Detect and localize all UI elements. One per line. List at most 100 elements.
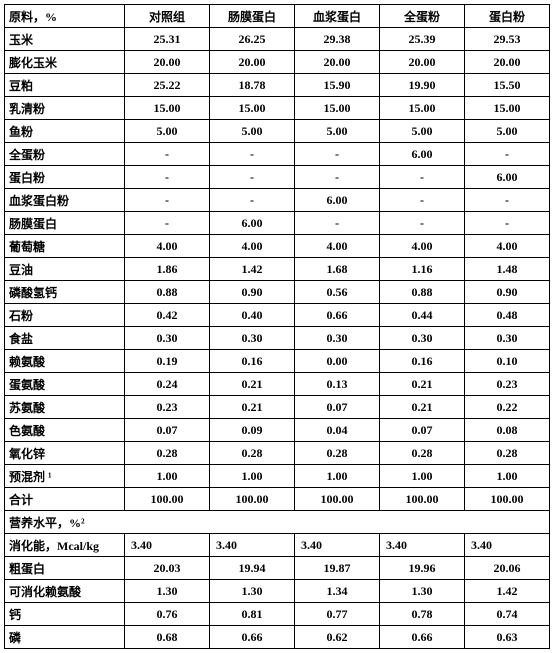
header-cell: 肠膜蛋白 — [210, 5, 295, 28]
value-cell: 5.00 — [380, 120, 465, 143]
value-cell: 0.21 — [210, 396, 295, 419]
value-cell: 25.31 — [125, 28, 210, 51]
row-label: 钙 — [5, 603, 125, 626]
value-cell: - — [380, 166, 465, 189]
row-label: 鱼粉 — [5, 120, 125, 143]
value-cell: 20.00 — [295, 51, 380, 74]
table-row: 石粉0.420.400.660.440.48 — [5, 304, 550, 327]
value-cell: 4.00 — [380, 235, 465, 258]
value-cell: 15.00 — [210, 97, 295, 120]
row-label: 磷酸氢钙 — [5, 281, 125, 304]
value-cell: - — [380, 212, 465, 235]
value-cell: 3.40 — [125, 534, 210, 557]
row-label: 粗蛋白 — [5, 557, 125, 580]
value-cell: 0.00 — [295, 350, 380, 373]
table-row: 蛋白粉----6.00 — [5, 166, 550, 189]
table-row: 全蛋粉---6.00- — [5, 143, 550, 166]
table-row: 预混剂 ¹1.001.001.001.001.00 — [5, 465, 550, 488]
value-cell: 0.23 — [465, 373, 550, 396]
value-cell: - — [210, 166, 295, 189]
value-cell: 4.00 — [465, 235, 550, 258]
table-row: 鱼粉5.005.005.005.005.00 — [5, 120, 550, 143]
value-cell: 20.00 — [380, 51, 465, 74]
value-cell: 0.78 — [380, 603, 465, 626]
value-cell: 0.66 — [380, 626, 465, 649]
value-cell: 0.21 — [210, 373, 295, 396]
feed-formula-table: 原料，%对照组肠膜蛋白血浆蛋白全蛋粉蛋白粉玉米25.3126.2529.3825… — [4, 4, 550, 649]
value-cell: - — [465, 189, 550, 212]
value-cell: 4.00 — [210, 235, 295, 258]
value-cell: 0.28 — [125, 442, 210, 465]
value-cell: 0.42 — [125, 304, 210, 327]
row-label: 膨化玉米 — [5, 51, 125, 74]
value-cell: 0.88 — [380, 281, 465, 304]
row-label: 肠膜蛋白 — [5, 212, 125, 235]
value-cell: 20.00 — [210, 51, 295, 74]
value-cell: 0.30 — [210, 327, 295, 350]
value-cell: 15.00 — [125, 97, 210, 120]
value-cell: 19.94 — [210, 557, 295, 580]
value-cell: 1.00 — [380, 465, 465, 488]
value-cell: 19.96 — [380, 557, 465, 580]
value-cell: 1.00 — [210, 465, 295, 488]
value-cell: 100.00 — [380, 488, 465, 511]
value-cell: - — [125, 212, 210, 235]
value-cell: 5.00 — [125, 120, 210, 143]
table-row: 消化能，Mcal/kg3.403.403.403.403.40 — [5, 534, 550, 557]
table-row: 色氨酸0.070.090.040.070.08 — [5, 419, 550, 442]
table-row: 血浆蛋白粉--6.00-- — [5, 189, 550, 212]
value-cell: 5.00 — [210, 120, 295, 143]
value-cell: - — [295, 212, 380, 235]
row-label: 全蛋粉 — [5, 143, 125, 166]
table-row: 乳清粉15.0015.0015.0015.0015.00 — [5, 97, 550, 120]
table-row: 膨化玉米20.0020.0020.0020.0020.00 — [5, 51, 550, 74]
table-row: 赖氨酸0.190.160.000.160.10 — [5, 350, 550, 373]
value-cell: 0.28 — [380, 442, 465, 465]
value-cell: 25.22 — [125, 74, 210, 97]
value-cell: 0.28 — [295, 442, 380, 465]
table-row: 可消化赖氨酸1.301.301.341.301.42 — [5, 580, 550, 603]
value-cell: 1.86 — [125, 258, 210, 281]
value-cell: 0.23 — [125, 396, 210, 419]
value-cell: 0.77 — [295, 603, 380, 626]
value-cell: 4.00 — [125, 235, 210, 258]
value-cell: 0.16 — [380, 350, 465, 373]
row-label: 预混剂 ¹ — [5, 465, 125, 488]
row-label: 豆油 — [5, 258, 125, 281]
value-cell: 1.42 — [210, 258, 295, 281]
table-row: 肠膜蛋白-6.00--- — [5, 212, 550, 235]
value-cell: 0.07 — [125, 419, 210, 442]
table-row: 磷酸氢钙0.880.900.560.880.90 — [5, 281, 550, 304]
value-cell: 0.63 — [465, 626, 550, 649]
row-label: 血浆蛋白粉 — [5, 189, 125, 212]
value-cell: 0.56 — [295, 281, 380, 304]
value-cell: - — [380, 189, 465, 212]
row-label: 玉米 — [5, 28, 125, 51]
row-label: 葡萄糖 — [5, 235, 125, 258]
section-row: 营养水平，%² — [5, 511, 550, 534]
value-cell: 1.30 — [125, 580, 210, 603]
header-cell: 蛋白粉 — [465, 5, 550, 28]
value-cell: - — [210, 189, 295, 212]
table-row: 玉米25.3126.2529.3825.3929.53 — [5, 28, 550, 51]
table-row: 氧化锌0.280.280.280.280.28 — [5, 442, 550, 465]
value-cell: 5.00 — [295, 120, 380, 143]
value-cell: 100.00 — [465, 488, 550, 511]
table-row: 粗蛋白20.0319.9419.8719.9620.06 — [5, 557, 550, 580]
value-cell: - — [295, 143, 380, 166]
value-cell: 1.30 — [380, 580, 465, 603]
value-cell: 1.42 — [465, 580, 550, 603]
value-cell: 1.16 — [380, 258, 465, 281]
value-cell: 1.00 — [295, 465, 380, 488]
value-cell: 5.00 — [465, 120, 550, 143]
value-cell: - — [125, 166, 210, 189]
row-label: 氧化锌 — [5, 442, 125, 465]
value-cell: 0.81 — [210, 603, 295, 626]
value-cell: 1.00 — [465, 465, 550, 488]
row-label: 消化能，Mcal/kg — [5, 534, 125, 557]
header-cell: 血浆蛋白 — [295, 5, 380, 28]
value-cell: 0.90 — [465, 281, 550, 304]
row-label: 食盐 — [5, 327, 125, 350]
value-cell: 20.00 — [465, 51, 550, 74]
value-cell: 0.04 — [295, 419, 380, 442]
